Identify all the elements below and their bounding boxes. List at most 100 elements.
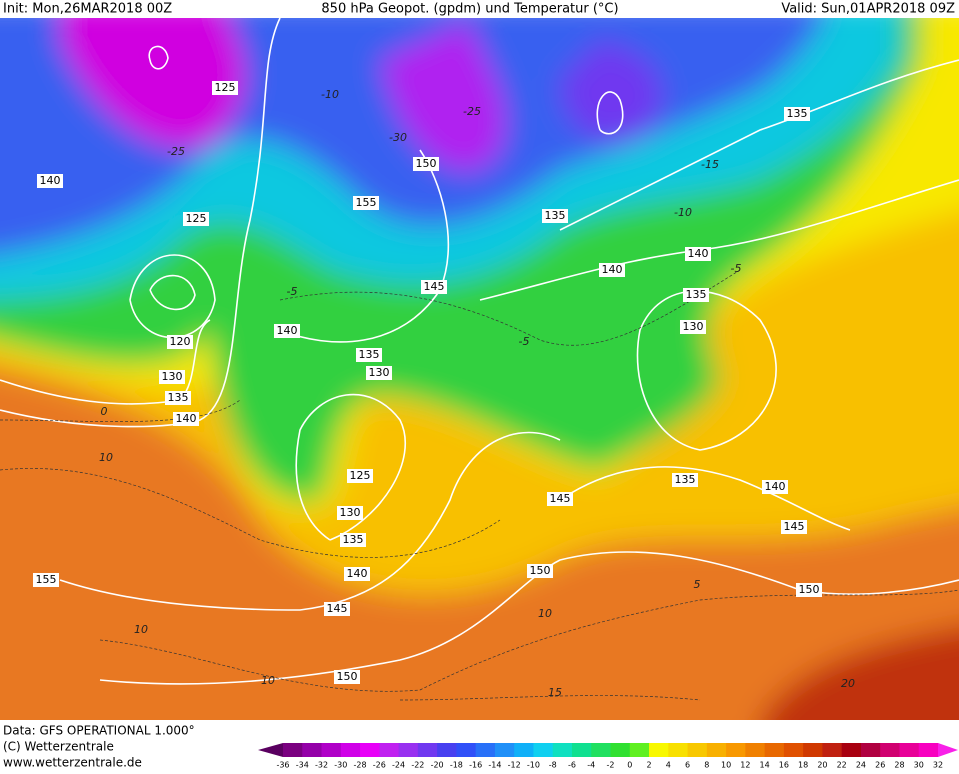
geopotential-label: 140 <box>176 412 197 425</box>
geopotential-label: 135 <box>359 348 380 361</box>
geopotential-label: 155 <box>36 573 57 586</box>
label-box <box>274 324 300 338</box>
temperature-label: 10 <box>261 674 275 687</box>
legend-tick-label: -26 <box>373 761 386 770</box>
legend-tick-label: 6 <box>685 761 690 770</box>
legend-cell <box>475 743 496 757</box>
geopotential-label: 150 <box>799 583 820 596</box>
geopotential-label: 135 <box>787 107 808 120</box>
legend-cell <box>302 743 323 757</box>
legend-cell <box>668 743 689 757</box>
legend-tick-label: -16 <box>469 761 482 770</box>
legend-tick-label: -12 <box>508 761 521 770</box>
label-box <box>683 288 709 302</box>
map-title: 850 hPa Geopot. (gpdm) und Temperatur (°… <box>321 2 618 17</box>
legend-cell <box>649 743 669 757</box>
geopotential-label: 135 <box>686 288 707 301</box>
legend-tick-label: 12 <box>740 761 750 770</box>
legend-cell <box>726 743 746 757</box>
legend-cell <box>283 743 303 757</box>
legend-tick-label: -28 <box>354 761 367 770</box>
geopotential-label: 140 <box>765 480 786 493</box>
legend-cell <box>899 743 920 757</box>
legend-cell <box>706 743 727 757</box>
legend-cell <box>880 743 900 757</box>
label-box <box>347 469 373 483</box>
geopotential-label: 140 <box>40 174 61 187</box>
legend-cell <box>456 743 477 757</box>
geopotential-label: 135 <box>343 533 364 546</box>
geopotential-label: 140 <box>277 324 298 337</box>
legend-tick-label: 10 <box>721 761 731 770</box>
geopotential-label: 145 <box>784 520 805 533</box>
legend-cell <box>379 743 400 757</box>
geopotential-label: 140 <box>688 247 709 260</box>
legend-tick-label: -14 <box>488 761 501 770</box>
legend-cell <box>764 743 785 757</box>
legend-tick-label: -4 <box>587 761 595 770</box>
geopotential-label: 145 <box>550 492 571 505</box>
geopotential-label: 130 <box>369 366 390 379</box>
legend-tick-label: 30 <box>914 761 924 770</box>
label-box <box>159 370 185 384</box>
temperature-contours <box>0 269 959 701</box>
label-box <box>324 602 350 616</box>
label-box <box>340 533 366 547</box>
temperature-label: 15 <box>548 686 562 699</box>
temperature-label: -5 <box>287 285 298 298</box>
header-bar <box>0 0 959 18</box>
temperature-label: 5 <box>694 578 701 591</box>
geopotential-label: 125 <box>350 469 371 482</box>
website: www.wetterzentrale.de <box>3 756 142 770</box>
legend-cell <box>745 743 766 757</box>
label-box <box>796 583 822 597</box>
copyright: (C) Wetterzentrale <box>3 740 114 754</box>
legend-tick-label: 26 <box>875 761 885 770</box>
legend-cell <box>841 743 862 757</box>
legend-tick-label: -32 <box>315 761 328 770</box>
legend-tick-label: 24 <box>856 761 866 770</box>
label-box <box>344 567 370 581</box>
temperature-label: -10 <box>321 88 339 101</box>
temperature-label: 10 <box>99 451 113 464</box>
legend-tick-label: -8 <box>549 761 557 770</box>
legend-tick-label: 28 <box>894 761 904 770</box>
legend-cell <box>494 743 515 757</box>
legend-cell <box>514 743 534 757</box>
label-box <box>337 506 363 520</box>
legend-cell <box>629 743 650 757</box>
geopotential-label: 145 <box>424 280 445 293</box>
legend-tick-label: -18 <box>450 761 463 770</box>
geopotential-label: 135 <box>545 209 566 222</box>
init-time: Init: Mon,26MAR2018 00Z <box>3 2 172 17</box>
temperature-label: -5 <box>519 335 530 348</box>
label-box <box>685 247 711 261</box>
geopotential-label: 120 <box>170 335 191 348</box>
geopotential-label: 155 <box>356 196 377 209</box>
temperature-label: -30 <box>389 131 407 144</box>
legend-cell <box>398 743 419 757</box>
legend-cell <box>687 743 708 757</box>
legend-tick-label: -36 <box>276 761 289 770</box>
legend-cell <box>860 743 881 757</box>
geopotential-label: 125 <box>215 81 236 94</box>
legend-cell <box>533 743 554 757</box>
label-box <box>784 107 810 121</box>
geopotential-label: 145 <box>327 602 348 615</box>
legend-cell <box>552 743 573 757</box>
legend-tick-label: -6 <box>568 761 576 770</box>
label-box <box>527 564 553 578</box>
legend-tick-label: -30 <box>334 761 347 770</box>
label-box <box>366 366 392 380</box>
label-box <box>542 209 568 223</box>
legend-tick-label: 32 <box>933 761 943 770</box>
legend-tick-label: 16 <box>779 761 789 770</box>
label-box <box>356 348 382 362</box>
temperature-label: 20 <box>841 677 855 690</box>
legend-tick-label: 0 <box>627 761 632 770</box>
geopotential-label: 140 <box>347 567 368 580</box>
label-box <box>599 263 625 277</box>
map-labels: 1251401251201301351401401351301451501551… <box>33 81 855 699</box>
